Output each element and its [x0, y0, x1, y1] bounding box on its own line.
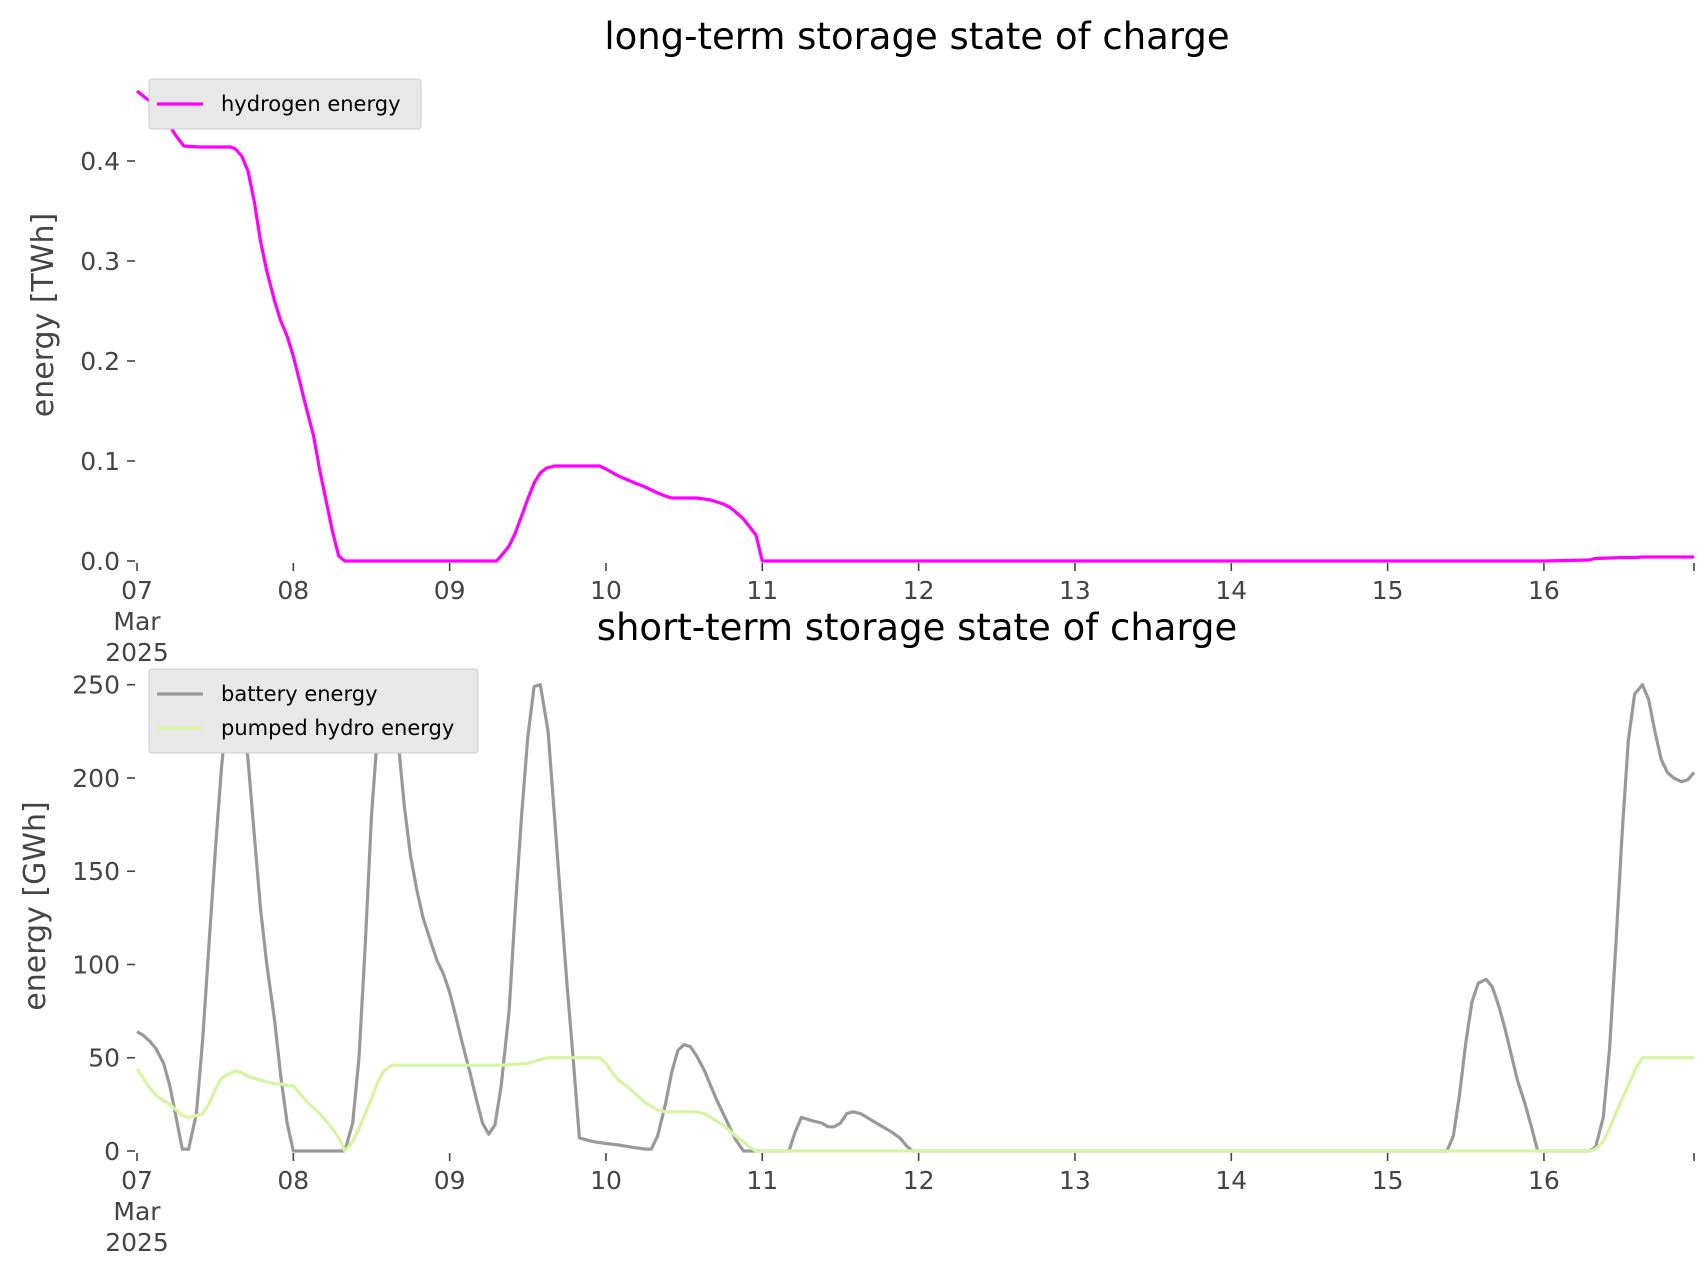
long-term-x-tick-label: 10	[590, 576, 622, 605]
long-term-x-tick-label: 15	[1372, 576, 1404, 605]
short-term-legend: battery energy pumped hydro energy	[148, 668, 479, 754]
short-term-series	[135, 683, 1696, 1153]
long-term-x-tick-label: 2025	[105, 638, 169, 667]
long-term-x-tick-label: Mar	[113, 607, 161, 636]
long-term-y-axis-label: energy [TWh]	[26, 213, 61, 417]
short-term-y-tick-label: 250	[72, 671, 120, 700]
short-term-y-tick-label: 200	[72, 764, 120, 793]
short-term-y-tick-label: 150	[72, 857, 120, 886]
short-term-x-tick-label: 11	[746, 1166, 778, 1195]
short-term-x-tick-label: 16	[1528, 1166, 1560, 1195]
long-term-y-tick-label: 0.3	[80, 247, 120, 276]
long-term-x-tick-label: 11	[746, 576, 778, 605]
long-term-legend-box	[148, 78, 422, 130]
long-term-x-tick-label: 08	[277, 576, 309, 605]
short-term-x-tick-label: 07	[121, 1166, 153, 1195]
short-term-legend-box	[148, 668, 479, 754]
short-term-y-tick-label: 50	[88, 1044, 120, 1073]
hydrogen-energy-line	[136, 89, 1694, 563]
long-term-x-tick-label: 13	[1059, 576, 1091, 605]
short-term-x-tick-label: 15	[1372, 1166, 1404, 1195]
short-term-x-tick-label: 2025	[105, 1228, 169, 1257]
long-term-legend: hydrogen energy	[148, 78, 422, 130]
long-term-x-tick-label: 16	[1528, 576, 1560, 605]
battery-energy-legend-label: battery energy	[221, 682, 378, 706]
short-term-x-tick-label: 13	[1059, 1166, 1091, 1195]
long-term-y-tick-label: 0.0	[80, 547, 120, 576]
long-term-x-tick-label: 12	[903, 576, 935, 605]
long-term-x-tick-label: 09	[434, 576, 466, 605]
long-term-storage-panel: long-term storage state of charge energy…	[26, 15, 1695, 667]
pumped-hydro-energy-legend-label: pumped hydro energy	[221, 716, 454, 740]
short-term-x-tick-label: 09	[434, 1166, 466, 1195]
long-term-y-tick-label: 0.2	[80, 347, 120, 376]
long-term-x-tick-label: 07	[121, 576, 153, 605]
short-term-x-tick-label: 08	[277, 1166, 309, 1195]
pumped-hydro-energy-line	[135, 1056, 1694, 1153]
short-term-storage-panel: short-term storage state of charge energ…	[18, 606, 1696, 1257]
short-term-y-tick-label: 100	[72, 950, 120, 979]
short-term-x-tick-label: 14	[1215, 1166, 1247, 1195]
short-term-x-tick-label: 12	[903, 1166, 935, 1195]
battery-energy-line	[136, 683, 1696, 1153]
short-term-chart-title: short-term storage state of charge	[597, 606, 1238, 649]
short-term-y-axis-label: energy [GWh]	[18, 801, 53, 1010]
long-term-y-tick-label: 0.4	[80, 147, 120, 176]
short-term-x-tick-label: 10	[590, 1166, 622, 1195]
hydrogen-energy-legend-label: hydrogen energy	[221, 92, 401, 116]
long-term-chart-title: long-term storage state of charge	[604, 15, 1229, 58]
short-term-y-tick-label: 0	[104, 1137, 120, 1166]
long-term-series	[136, 89, 1694, 563]
short-term-x-tick-label: Mar	[113, 1197, 161, 1226]
long-term-x-tick-label: 14	[1215, 576, 1247, 605]
long-term-y-tick-label: 0.1	[80, 447, 120, 476]
